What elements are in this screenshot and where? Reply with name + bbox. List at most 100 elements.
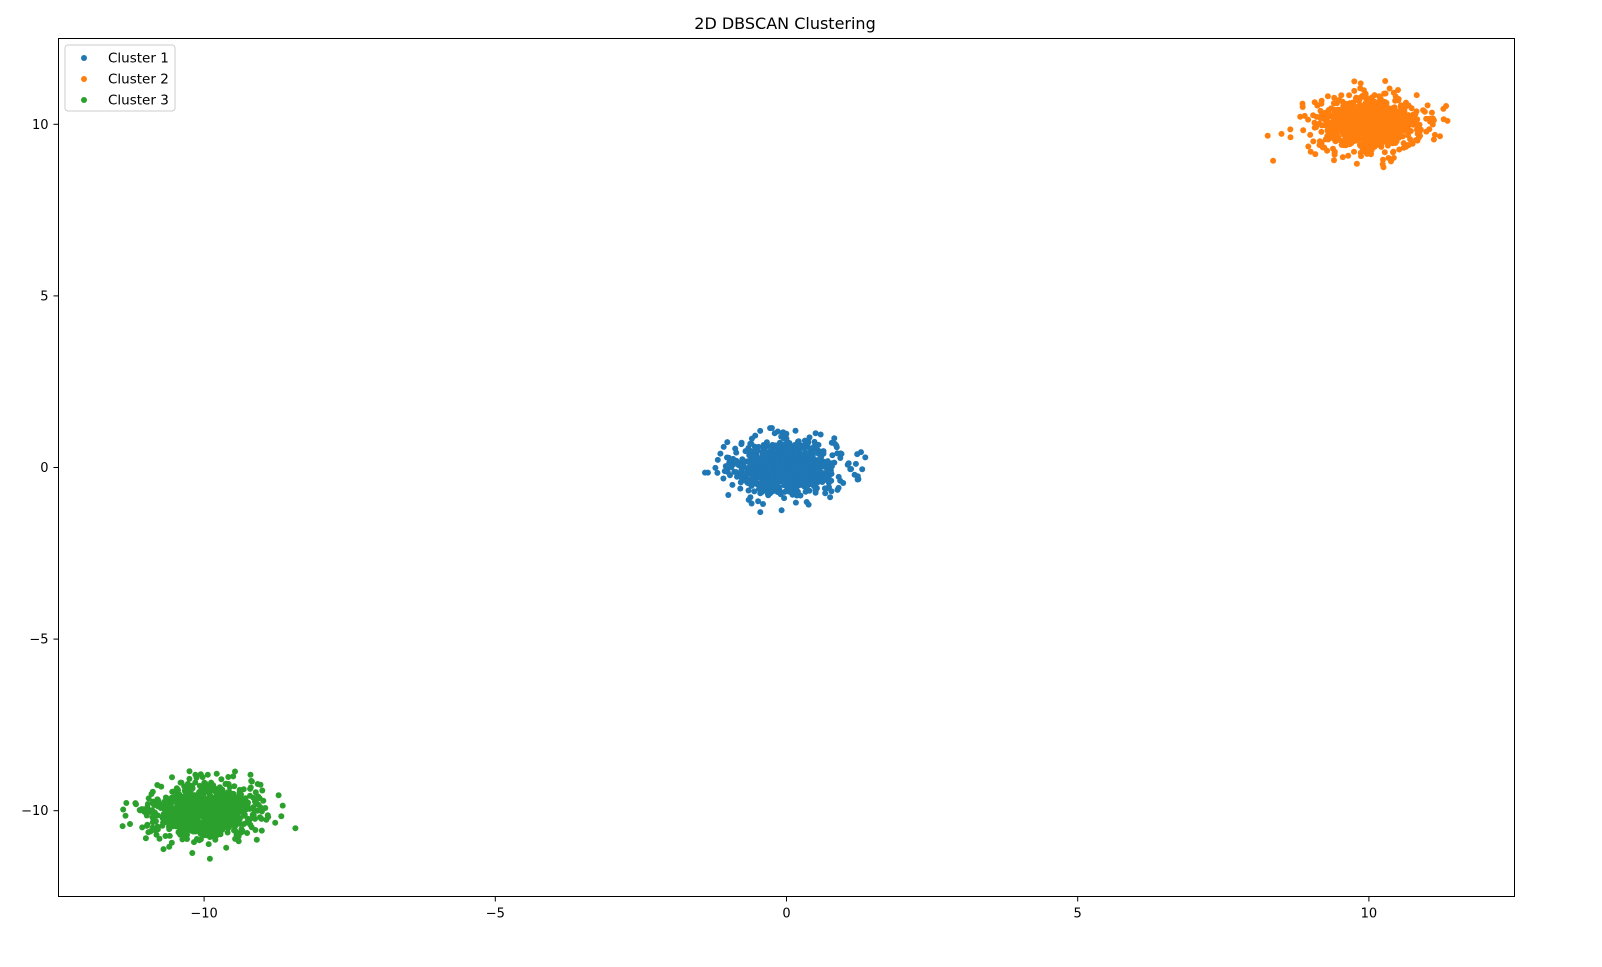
cluster-2-point xyxy=(1381,136,1388,143)
cluster-1-point xyxy=(751,488,758,495)
cluster-3-point xyxy=(169,799,175,806)
cluster-3-point xyxy=(227,812,234,819)
cluster-3-point xyxy=(234,810,241,817)
cluster-2-point xyxy=(1413,92,1420,99)
cluster-2-point xyxy=(1408,105,1415,112)
cluster-2-point xyxy=(1388,158,1394,165)
cluster-2-point xyxy=(1357,103,1364,110)
cluster-2-point xyxy=(1339,154,1346,161)
cluster-3-point xyxy=(174,801,181,808)
cluster-2-point xyxy=(1366,118,1373,125)
cluster-2-point xyxy=(1346,141,1353,148)
y-tick-label: 5 xyxy=(40,289,48,304)
cluster-2-point xyxy=(1348,100,1355,107)
cluster-3-point xyxy=(162,833,169,839)
x-axis: −10 −5 0 5 10 xyxy=(190,896,1377,922)
cluster-3-point xyxy=(182,795,189,802)
cluster-3-point xyxy=(163,794,170,801)
cluster-3-legend-label: Cluster 3 xyxy=(108,93,169,109)
cluster-1-point xyxy=(787,459,794,465)
cluster-1-point xyxy=(724,439,731,446)
cluster-2-point xyxy=(1364,146,1371,153)
cluster-3-point xyxy=(239,828,246,835)
cluster-3-point xyxy=(137,807,144,814)
cluster-2-point xyxy=(1357,85,1364,92)
x-tick-label: −5 xyxy=(486,907,505,922)
cluster-3-point xyxy=(257,781,264,788)
cluster-3-point xyxy=(151,827,158,833)
x-tick-label: 5 xyxy=(1074,907,1082,922)
y-tick-label: 10 xyxy=(32,118,49,133)
cluster-1-point xyxy=(759,453,765,460)
cluster-1-legend-marker xyxy=(81,55,87,61)
cluster-3-point xyxy=(250,794,257,801)
cluster-3-point xyxy=(248,778,255,785)
cluster-1-point xyxy=(737,485,744,492)
cluster-1-point xyxy=(774,428,781,435)
cluster-3-point xyxy=(265,814,272,820)
y-tick-label: −10 xyxy=(21,804,48,819)
cluster-2-point xyxy=(1332,121,1339,127)
cluster-2-point xyxy=(1314,102,1321,109)
cluster-2-point xyxy=(1287,134,1294,141)
cluster-2-point xyxy=(1313,124,1319,131)
cluster-1-point xyxy=(747,447,754,454)
cluster-3-point xyxy=(192,771,199,778)
cluster-3-point xyxy=(223,824,230,831)
cluster-1-point xyxy=(742,448,749,455)
cluster-3-point xyxy=(252,827,259,833)
cluster-1-point xyxy=(747,461,754,468)
cluster-2-point xyxy=(1340,142,1347,149)
cluster-3-point xyxy=(184,836,190,842)
cluster-2-point xyxy=(1305,143,1312,150)
cluster-3-point xyxy=(193,824,200,830)
cluster-2-point xyxy=(1413,108,1420,115)
cluster-2-point xyxy=(1437,133,1443,140)
cluster-2-point xyxy=(1333,100,1340,107)
cluster-3-point xyxy=(236,797,243,804)
cluster-1-point xyxy=(812,441,819,448)
cluster-2-legend-marker xyxy=(81,76,87,82)
cluster-2-point xyxy=(1427,118,1434,125)
cluster-2-point xyxy=(1395,87,1401,93)
cluster-2-point xyxy=(1312,151,1319,158)
cluster-1-point xyxy=(810,477,817,484)
cluster-2-point xyxy=(1336,137,1343,144)
cluster-1-point xyxy=(858,449,864,456)
cluster-1-point xyxy=(774,455,781,462)
cluster-2-point xyxy=(1351,148,1357,155)
cluster-3-point xyxy=(149,799,156,806)
cluster-2-point xyxy=(1440,105,1447,112)
cluster-2-point xyxy=(1325,136,1332,143)
cluster-1-point xyxy=(768,460,775,467)
cluster-3-point xyxy=(218,818,225,825)
cluster-3-point xyxy=(233,803,240,810)
cluster-3-point xyxy=(278,813,285,820)
cluster-3-point xyxy=(242,803,249,810)
cluster-2-point xyxy=(1331,151,1338,158)
cluster-1-point xyxy=(835,484,842,491)
cluster-3-point xyxy=(219,786,226,793)
cluster-2-point xyxy=(1388,111,1394,118)
cluster-2-point xyxy=(1322,113,1329,119)
cluster-2-point xyxy=(1392,97,1399,104)
cluster-1-point xyxy=(775,465,782,471)
cluster-2-point xyxy=(1287,126,1294,133)
cluster-1-point xyxy=(755,498,762,505)
cluster-2-point xyxy=(1380,156,1386,163)
cluster-2-point xyxy=(1317,107,1324,114)
cluster-2-point xyxy=(1351,78,1358,85)
cluster-2-point xyxy=(1360,114,1367,121)
x-tick-label: 0 xyxy=(782,907,790,922)
cluster-2-point xyxy=(1354,116,1361,123)
cluster-3-point xyxy=(218,776,225,783)
cluster-3-point xyxy=(292,825,299,832)
cluster-2-point xyxy=(1396,146,1403,153)
cluster-2-point xyxy=(1359,93,1366,99)
cluster-1-point xyxy=(721,468,728,475)
cluster-2-point xyxy=(1357,80,1364,87)
cluster-2-point xyxy=(1384,131,1391,138)
cluster-2-point xyxy=(1369,123,1376,130)
cluster-2-point xyxy=(1391,139,1398,146)
cluster-1-point xyxy=(762,471,769,478)
